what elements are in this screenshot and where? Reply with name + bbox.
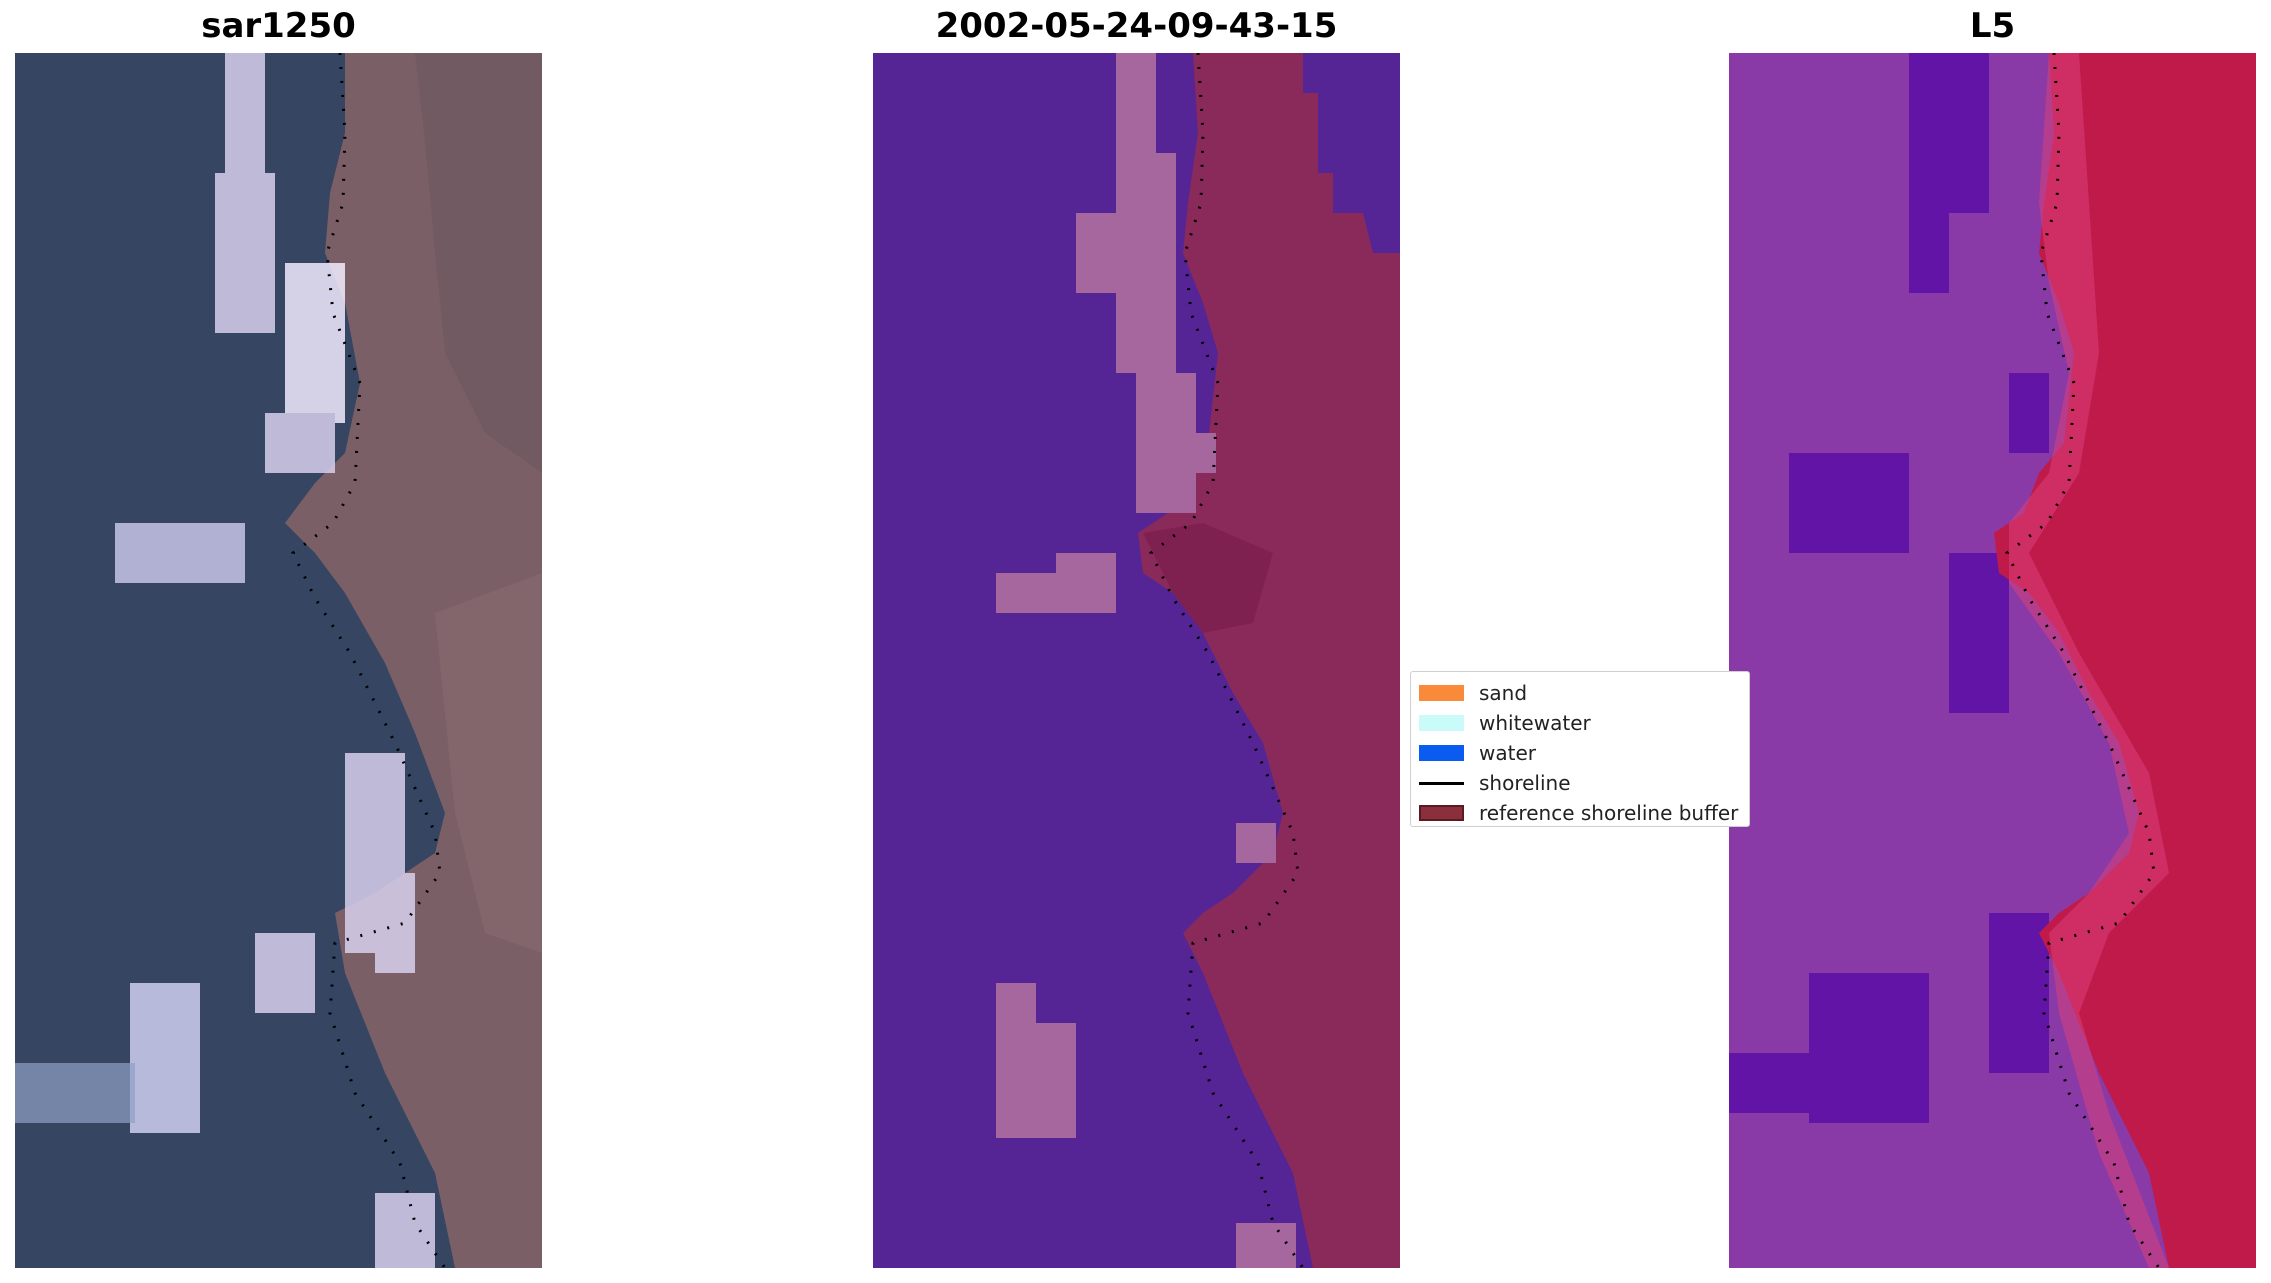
index-deep-patches — [1729, 53, 2049, 1123]
legend-label-whitewater: whitewater — [1479, 711, 1591, 735]
index-panel — [1729, 53, 2256, 1268]
rgb-image — [15, 53, 542, 1268]
panel-title-index: L5 — [1969, 6, 2016, 46]
panel-title-rgb: sar1250 — [201, 6, 356, 46]
rgb-image-panel — [15, 53, 542, 1268]
buffer-swatch — [1419, 805, 1464, 821]
legend-item-whitewater: whitewater — [1419, 710, 1591, 736]
rgb-land-shade-2 — [435, 573, 542, 953]
shoreline-swatch — [1419, 781, 1464, 785]
rgb-surf — [15, 53, 435, 1268]
legend-item-buffer: reference shoreline buffer — [1419, 800, 1738, 826]
classification-panel — [873, 53, 1400, 1268]
class-buffer-area — [1138, 53, 1400, 1268]
legend-item-shoreline: shoreline — [1419, 770, 1571, 796]
legend-label-sand: sand — [1479, 681, 1528, 705]
class-buffer-dark — [1143, 523, 1273, 633]
rgb-land-shade — [415, 53, 542, 473]
legend-label-buffer: reference shoreline buffer — [1479, 801, 1739, 825]
index-shoreline — [2005, 53, 2161, 1268]
legend-label-water: water — [1479, 741, 1536, 765]
water-swatch — [1419, 745, 1464, 761]
class-shoreline — [1149, 53, 1305, 1268]
index-image — [1729, 53, 2256, 1268]
index-land-edge — [2009, 53, 2169, 1268]
legend-label-shoreline: shoreline — [1479, 771, 1571, 795]
classification-image — [873, 53, 1400, 1268]
whitewater-swatch — [1419, 715, 1464, 731]
sand-swatch — [1419, 685, 1464, 701]
class-surf — [996, 53, 1296, 1268]
legend: sand whitewater water shoreline referenc… — [1410, 671, 1750, 827]
panel-title-classification: 2002-05-24-09-43-15 — [935, 6, 1338, 46]
rgb-shoreline — [291, 53, 447, 1268]
legend-item-water: water — [1419, 740, 1536, 766]
legend-item-sand: sand — [1419, 680, 1527, 706]
